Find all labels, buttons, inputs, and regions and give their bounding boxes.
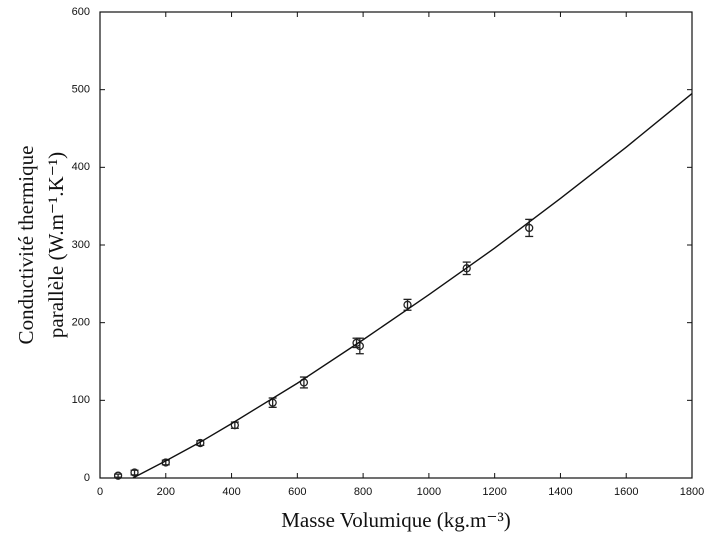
x-tick-label: 1800 <box>680 486 704 498</box>
y-tick-label: 500 <box>72 84 90 96</box>
x-tick-label: 1600 <box>614 486 638 498</box>
fit-curve <box>132 93 693 479</box>
y-tick-label: 600 <box>72 6 90 18</box>
y-tick-label: 0 <box>84 472 90 484</box>
x-tick-label: 400 <box>222 486 240 498</box>
plot-frame <box>99 11 693 479</box>
x-tick-label: 200 <box>157 486 175 498</box>
x-tick-label: 1200 <box>482 486 506 498</box>
x-tick-label: 0 <box>97 486 103 498</box>
y-axis-title: Conductivité thermique <box>14 146 38 345</box>
y-axis-title: parallèle (W.m⁻¹.K⁻¹) <box>44 152 68 338</box>
y-tick-label: 100 <box>72 394 90 406</box>
x-axis-title: Masse Volumique (kg.m⁻³) <box>281 508 511 532</box>
data-point <box>462 264 471 273</box>
y-tick-label: 300 <box>72 239 90 251</box>
x-tick-label: 600 <box>288 486 306 498</box>
y-tick-label: 200 <box>72 317 90 329</box>
data-point <box>525 223 534 233</box>
x-tick-label: 1000 <box>417 486 441 498</box>
data-point <box>113 471 123 480</box>
data-point <box>403 300 412 309</box>
data-point <box>130 468 139 477</box>
data-point <box>196 438 205 448</box>
y-tick-label: 400 <box>72 161 90 173</box>
x-tick-label: 1400 <box>548 486 572 498</box>
x-tick-label: 800 <box>354 486 372 498</box>
